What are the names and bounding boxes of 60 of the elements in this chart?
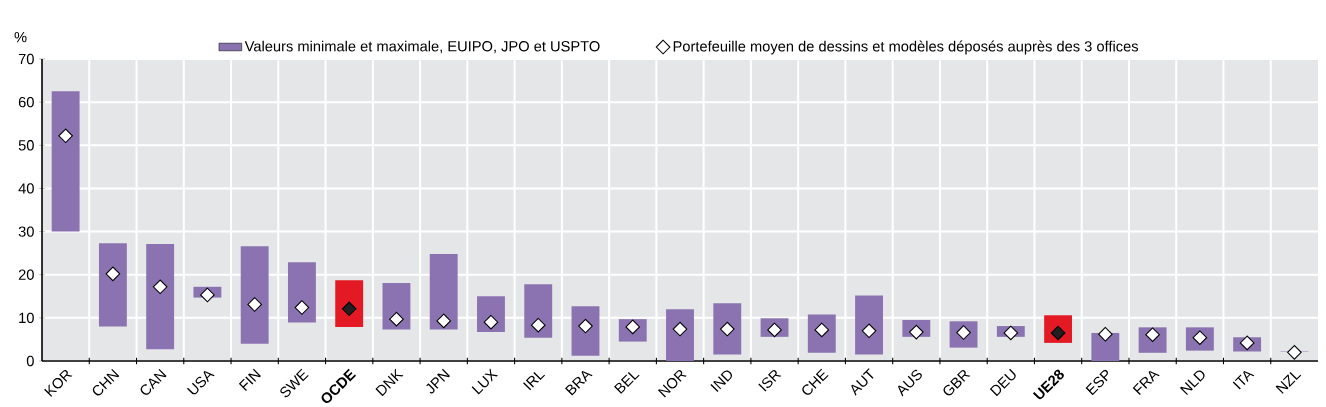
point — [1145, 327, 1160, 343]
legend-label: Portefeuille moyen de dessins et modèles déposés auprès des 3 offices — [673, 40, 1139, 55]
bar — [240, 246, 269, 344]
point — [436, 313, 452, 329]
point — [152, 279, 168, 295]
y-tick-label: 30 — [18, 226, 34, 237]
point — [1050, 325, 1066, 341]
x-tick-label: IND — [710, 370, 732, 393]
x-tick-label: ITA — [1232, 370, 1255, 390]
bar — [287, 262, 316, 323]
bar — [146, 244, 175, 350]
x-tick-label: FRA — [1132, 370, 1160, 396]
x-tick-label: USA — [186, 371, 215, 395]
point — [483, 314, 499, 330]
bar — [666, 309, 694, 361]
point — [719, 321, 735, 337]
bar — [98, 243, 127, 327]
point — [389, 311, 404, 327]
point — [956, 325, 971, 340]
bar — [1091, 332, 1120, 361]
point — [861, 323, 877, 339]
bar — [429, 254, 458, 330]
x-tick-label: ISR — [758, 370, 782, 392]
y-tick-label: 10 — [19, 312, 34, 324]
point — [908, 324, 924, 340]
bar — [524, 284, 553, 338]
y-axis-title: % — [14, 31, 27, 43]
point — [578, 318, 593, 334]
point — [105, 266, 121, 282]
point — [530, 317, 546, 333]
x-tick-label: FIN — [238, 368, 261, 391]
x-tick-label: IRL — [523, 371, 546, 391]
point — [1287, 345, 1302, 360]
legend-label: Valeurs minimale et maximale, EUIPO, JPO et USPTO — [244, 40, 600, 54]
point — [294, 300, 310, 315]
x-tick-label: NZL — [1275, 371, 1302, 394]
y-tick-label: 0 — [26, 355, 34, 367]
y-tick-label: 60 — [18, 96, 34, 108]
x-tick-label: BEL — [614, 371, 640, 394]
point — [1239, 335, 1255, 351]
bar — [382, 282, 411, 330]
point — [58, 128, 73, 144]
point — [1098, 326, 1113, 342]
y-tick-label: 20 — [18, 269, 34, 280]
point — [814, 322, 830, 338]
y-tick-label: 70 — [18, 53, 34, 65]
point — [625, 319, 641, 335]
point — [672, 321, 688, 337]
bar — [713, 303, 742, 355]
y-tick-label: 40 — [18, 183, 34, 194]
point — [341, 301, 357, 317]
y-tick-label: 50 — [18, 140, 34, 151]
bar — [51, 91, 80, 232]
bar — [855, 295, 883, 355]
point — [767, 322, 782, 338]
point — [247, 297, 262, 312]
point — [1003, 325, 1019, 341]
point — [200, 287, 215, 303]
point — [1192, 330, 1208, 346]
bar — [335, 280, 364, 327]
